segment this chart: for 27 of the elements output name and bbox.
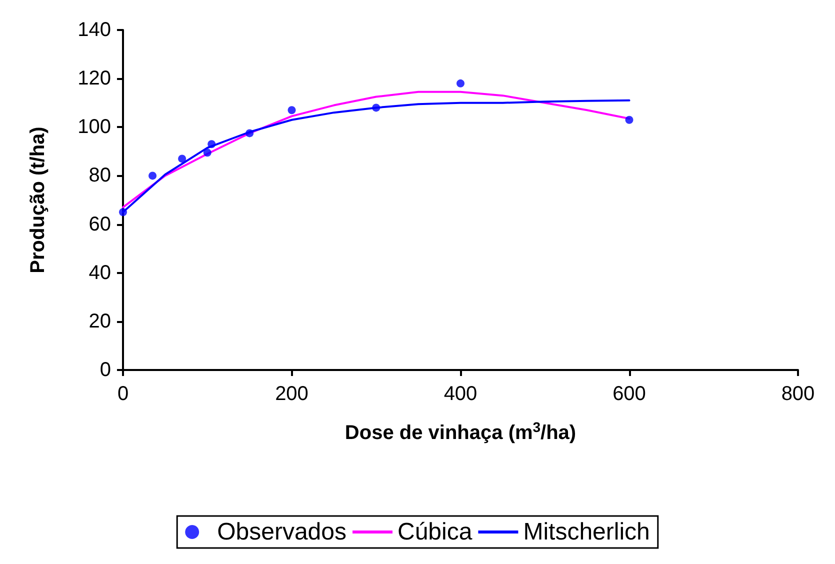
y-tick-label: 60 (88, 213, 111, 236)
point (456, 79, 464, 88)
point (208, 140, 216, 148)
x-tick-label: 800 (781, 383, 815, 405)
point (625, 116, 634, 124)
x-tick-label: 400 (444, 383, 478, 405)
y-tick-label: 0 (100, 359, 111, 381)
y-tick-label: 40 (88, 262, 111, 284)
point (203, 148, 212, 157)
x-tick-label: 0 (117, 383, 129, 405)
point (246, 129, 254, 138)
y-tick-label: 140 (78, 19, 111, 41)
point (119, 208, 127, 216)
x-tick-label: 200 (275, 383, 308, 405)
point (372, 104, 380, 112)
point (178, 154, 186, 163)
legend-label: Observados (217, 518, 347, 546)
y-axis-title: Produção (t/ha) (27, 126, 49, 274)
legend-label: Cúbica (398, 518, 473, 546)
y-tick-label: 120 (78, 68, 111, 90)
y-tick-label: 20 (88, 310, 111, 332)
legend-label: Mitscherlich (523, 518, 650, 546)
y-tick-label: 80 (88, 164, 111, 187)
point (288, 106, 296, 114)
y-tick-label: 100 (78, 116, 111, 138)
point (148, 172, 157, 180)
x-tick-label: 600 (612, 383, 646, 405)
